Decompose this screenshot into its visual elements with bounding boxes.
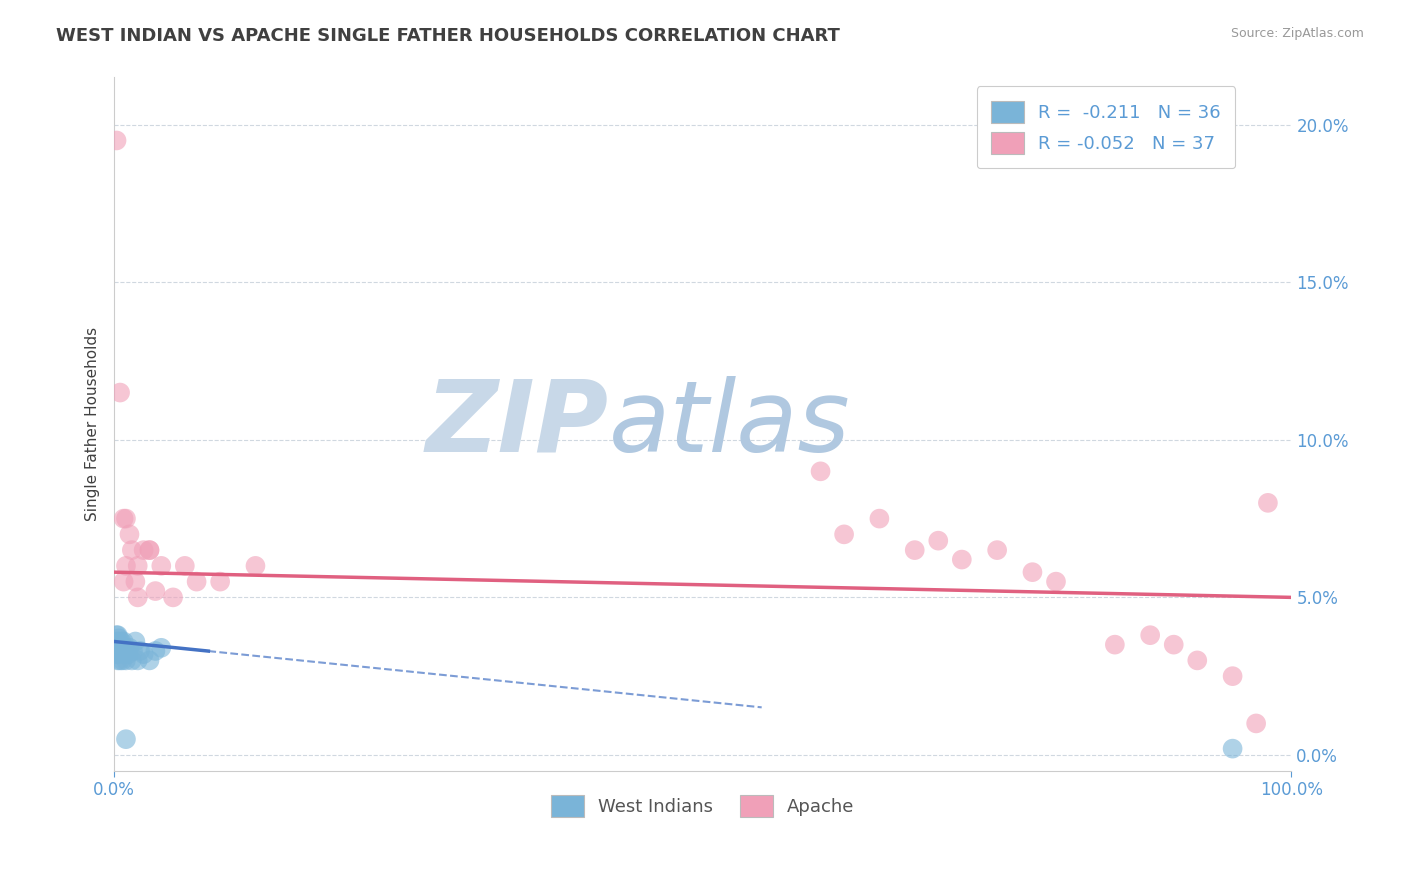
Point [127,558,149,573]
Point [115,644,138,658]
Point [1163,638,1185,652]
Point [105,634,128,648]
Point [868,511,890,525]
Point [111,653,134,667]
Point [129,644,152,658]
Point [150,640,173,655]
Point [1222,741,1244,756]
Point [122,644,145,658]
Point [127,653,149,667]
Point [107,634,129,648]
Point [832,527,855,541]
Point [105,133,128,147]
Point [104,647,127,661]
Point [810,464,832,478]
Point [121,653,143,667]
Point [927,533,949,548]
Point [1257,496,1279,510]
Point [118,640,141,655]
Point [132,543,155,558]
Text: WEST INDIAN VS APACHE SINGLE FATHER HOUSEHOLDS CORRELATION CHART: WEST INDIAN VS APACHE SINGLE FATHER HOUS… [56,27,841,45]
Point [110,644,132,658]
Point [105,644,128,658]
Point [1187,653,1209,667]
Point [111,640,134,655]
Point [150,558,173,573]
Point [112,634,135,648]
Point [138,653,160,667]
Point [104,638,127,652]
Point [904,543,927,558]
Point [107,653,129,667]
Point [127,591,149,605]
Legend: West Indians, Apache: West Indians, Apache [544,788,862,824]
Point [124,574,146,589]
Point [112,511,135,525]
Point [1104,638,1126,652]
Point [108,638,131,652]
Point [245,558,267,573]
Point [186,574,208,589]
Point [115,511,138,525]
Point [115,558,138,573]
Point [1021,565,1043,579]
Point [108,638,131,652]
Point [115,732,138,747]
Point [950,552,973,566]
Point [145,644,167,658]
Point [117,647,139,661]
Point [138,543,160,558]
Point [145,584,167,599]
Point [1244,716,1267,731]
Point [115,653,138,667]
Point [108,385,131,400]
Point [112,647,135,661]
Point [110,634,132,648]
Point [108,632,131,646]
Point [173,558,195,573]
Point [112,574,135,589]
Text: ZIP: ZIP [426,376,609,473]
Point [118,527,141,541]
Point [132,647,155,661]
Point [1045,574,1067,589]
Point [124,634,146,648]
Point [162,591,184,605]
Text: atlas: atlas [609,376,851,473]
Point [108,653,131,667]
Point [209,574,232,589]
Point [105,628,128,642]
Point [108,647,131,661]
Y-axis label: Single Father Households: Single Father Households [86,327,100,521]
Point [114,640,136,655]
Point [138,543,160,558]
Point [1139,628,1161,642]
Point [121,543,143,558]
Point [107,628,129,642]
Point [1222,669,1244,683]
Point [107,644,129,658]
Point [986,543,1008,558]
Text: Source: ZipAtlas.com: Source: ZipAtlas.com [1230,27,1364,40]
